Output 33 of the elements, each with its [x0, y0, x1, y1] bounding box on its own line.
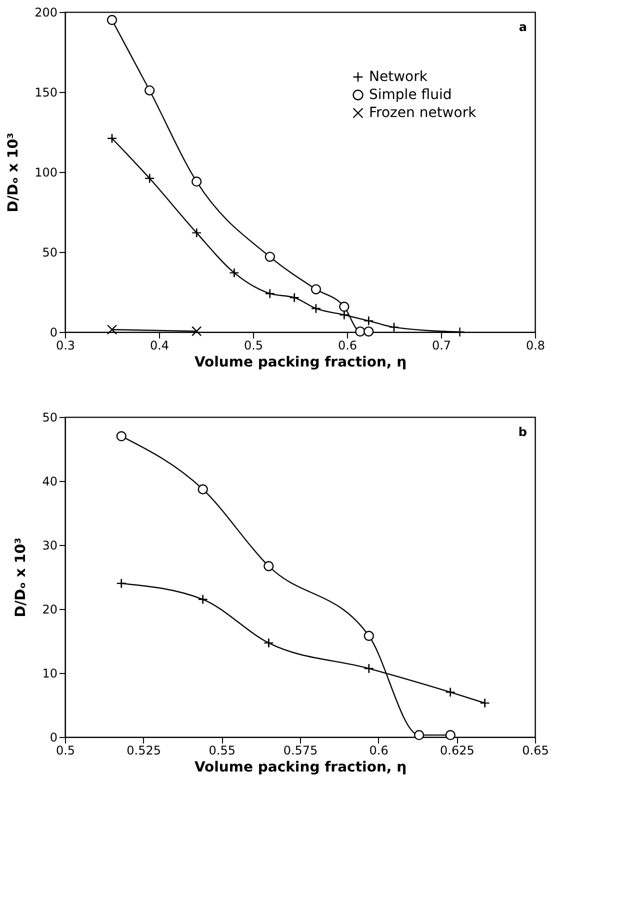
x-tick-label: 0.5 — [244, 338, 264, 352]
legend-label: Network — [369, 69, 428, 85]
y-tick-label: 40 — [42, 474, 58, 488]
legend-label: Simple fluid — [369, 87, 452, 103]
x-axis-title: Volume packing fraction, η — [194, 760, 407, 776]
x-tick-label: 0.3 — [56, 338, 76, 352]
y-tick-label: 20 — [42, 602, 58, 616]
y-axis-title: D/Dₒ x 10³ — [6, 132, 22, 212]
legend-label: Frozen network — [369, 105, 478, 121]
x-tick-label: 0.5 — [56, 744, 76, 758]
x-tick-label: 0.8 — [526, 338, 546, 352]
y-tick-label: 200 — [34, 6, 58, 20]
annotation: a — [518, 20, 527, 34]
annotation: b — [518, 425, 528, 439]
y-tick-label: 0 — [50, 730, 58, 744]
x-tick-label: 0.6 — [369, 744, 388, 758]
x-tick-label: 0.6 — [338, 338, 358, 352]
x-tick-label: 0.65 — [522, 744, 549, 758]
y-tick-label: 30 — [42, 538, 58, 552]
y-tick-label: 50 — [42, 246, 58, 260]
y-tick-label: 50 — [42, 410, 58, 424]
y-tick-label: 0 — [50, 326, 58, 340]
x-tick-label: 0.55 — [208, 744, 236, 758]
y-tick-label: 10 — [42, 666, 58, 680]
y-tick-label: 100 — [34, 166, 58, 180]
x-tick-label: 0.4 — [150, 338, 170, 352]
x-tick-label: 0.575 — [283, 744, 318, 758]
x-tick-label: 0.625 — [440, 744, 474, 758]
x-axis-title: Volume packing fraction, η — [194, 354, 407, 370]
y-axis-title: D/Dₒ x 10³ — [13, 538, 30, 618]
x-tick-label: 0.7 — [432, 338, 452, 352]
x-tick-label: 0.525 — [126, 744, 162, 758]
y-tick-label: 150 — [34, 86, 58, 100]
